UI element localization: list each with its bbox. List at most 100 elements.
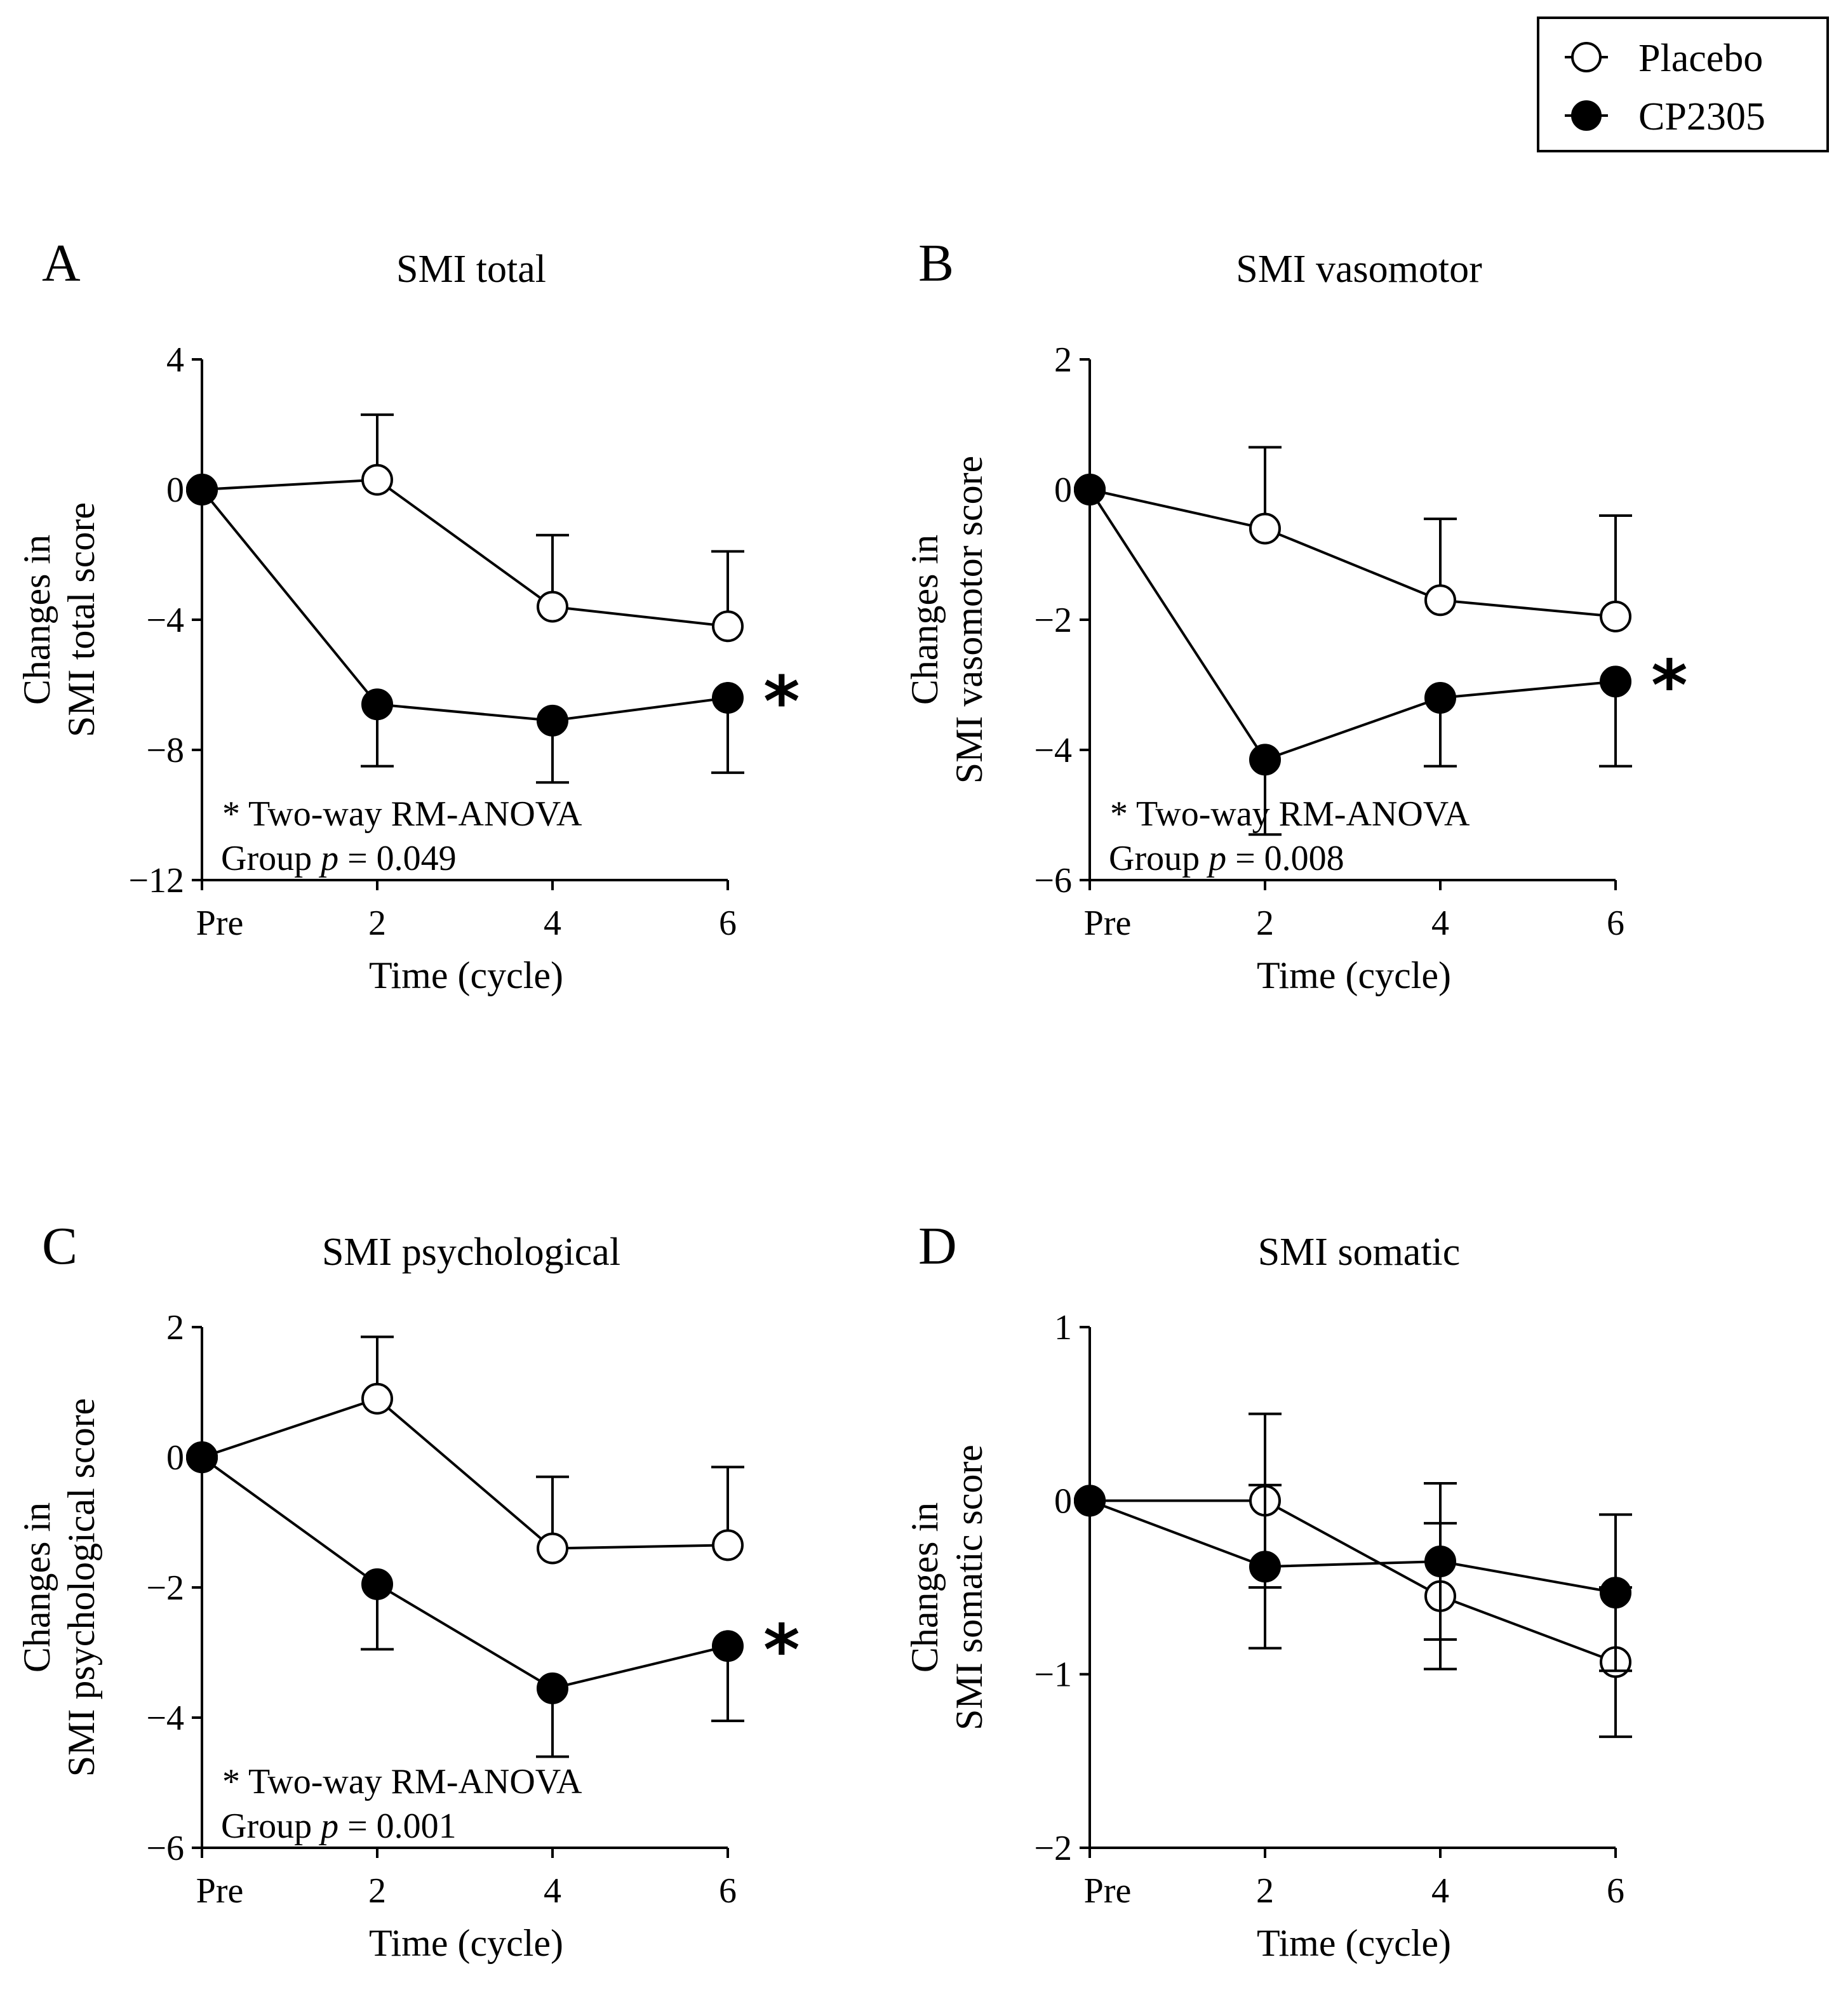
x-tick-label: 2 xyxy=(368,904,386,943)
y-axis-label-line1: Changes in xyxy=(904,535,946,705)
y-axis-label-line1: Changes in xyxy=(904,1502,946,1673)
x-tick-label: 6 xyxy=(1607,904,1624,943)
x-tick-label: Pre xyxy=(196,1871,244,1911)
data-point xyxy=(361,1382,393,1415)
p-symbol: p xyxy=(318,1807,338,1846)
chart-title: SMI somatic xyxy=(1258,1231,1461,1274)
x-tick-label: 2 xyxy=(368,1871,386,1911)
y-tick-label: 0 xyxy=(1054,1481,1072,1521)
series-line xyxy=(201,488,728,722)
data-point xyxy=(537,591,568,623)
data-point-origin xyxy=(186,1441,218,1473)
y-tick-label: 0 xyxy=(1054,471,1072,510)
y-tick-label: −4 xyxy=(1034,731,1072,770)
chart-title: SMI total xyxy=(396,248,546,291)
x-tick-label: 4 xyxy=(1431,1871,1449,1911)
x-tick-label: 4 xyxy=(544,904,561,943)
data-point xyxy=(537,1672,568,1704)
data-point xyxy=(712,1630,744,1662)
data-point-origin xyxy=(186,474,218,505)
data-point xyxy=(361,464,393,496)
y-axis-label-line1: Changes in xyxy=(16,1502,58,1673)
x-tick-label: Pre xyxy=(196,904,244,943)
group-p-value: Group p = 0.049 xyxy=(221,839,457,878)
legend-cp2305-label: CP2305 xyxy=(1638,95,1765,138)
series-cp2305 xyxy=(186,474,744,784)
significance-star: * xyxy=(763,661,800,742)
x-tick-label: 4 xyxy=(1431,904,1449,943)
data-point xyxy=(361,1568,393,1600)
series-placebo xyxy=(186,1335,744,1565)
y-tick-label: −12 xyxy=(128,861,184,900)
y-tick-label: 0 xyxy=(166,471,184,510)
x-tick-label: Pre xyxy=(1084,904,1132,943)
series-line xyxy=(1090,1499,1616,1664)
p-symbol: p xyxy=(1206,839,1226,878)
group-prefix: Group xyxy=(221,839,321,878)
panel-letter: C xyxy=(42,1217,77,1276)
y-tick-label: 1 xyxy=(1054,1308,1072,1347)
series-line xyxy=(1089,488,1616,618)
y-axis-label-line2: SMI total score xyxy=(60,502,102,737)
data-point xyxy=(1424,682,1456,714)
x-tick-label: 4 xyxy=(544,1871,561,1911)
data-point xyxy=(1424,584,1456,617)
x-tick-label: 6 xyxy=(719,904,737,943)
y-tick-label: −2 xyxy=(1034,1829,1072,1868)
group-p-value: Group p = 0.001 xyxy=(221,1807,457,1846)
data-point xyxy=(1600,600,1631,632)
panel-letter: B xyxy=(918,234,954,293)
x-axis-label: Time (cycle) xyxy=(369,1922,563,1964)
x-tick-label: 6 xyxy=(1607,1871,1624,1911)
data-point xyxy=(1600,665,1631,698)
x-axis-label: Time (cycle) xyxy=(369,954,563,996)
chart-title: SMI vasomotor xyxy=(1236,248,1482,291)
significance-star: * xyxy=(763,1609,800,1690)
x-tick-label: Pre xyxy=(1084,1871,1132,1911)
y-tick-label: −1 xyxy=(1034,1655,1072,1695)
group-p-value: Group p = 0.008 xyxy=(1109,839,1344,878)
data-point xyxy=(712,682,744,714)
anova-note: * Two-way RM-ANOVA xyxy=(222,1762,582,1801)
y-axis-label-line2: SMI vasomotor score xyxy=(948,456,990,784)
y-tick-label: −2 xyxy=(1034,601,1072,640)
p-value: = 0.049 xyxy=(338,839,457,878)
panel-letter: D xyxy=(918,1217,957,1276)
x-tick-label: 2 xyxy=(1256,1871,1274,1911)
series-line xyxy=(201,1456,728,1690)
legend-placebo-marker xyxy=(1571,42,1602,72)
data-point xyxy=(1249,744,1281,776)
anova-note: * Two-way RM-ANOVA xyxy=(222,794,582,834)
y-tick-label: −8 xyxy=(146,731,184,770)
data-point-origin xyxy=(1074,474,1106,505)
data-point-origin xyxy=(1074,1485,1106,1517)
data-point xyxy=(712,610,744,643)
y-axis-label-line2: SMI psychological score xyxy=(60,1398,102,1777)
x-tick-label: 6 xyxy=(719,1871,737,1911)
panel-c: C SMI psychological 2 0 −2 −4 −6 Pre 2 4 6 Time (cy… xyxy=(16,1217,800,1964)
data-point xyxy=(712,1529,744,1561)
panel-letter: A xyxy=(42,234,81,293)
y-tick-label: −4 xyxy=(146,1699,184,1738)
group-prefix: Group xyxy=(221,1807,321,1846)
data-point xyxy=(1249,512,1281,545)
data-point xyxy=(361,688,393,721)
data-point xyxy=(1600,1577,1631,1609)
legend-placebo-label: Placebo xyxy=(1638,37,1763,80)
y-tick-label: 0 xyxy=(166,1438,184,1478)
data-point xyxy=(537,704,568,737)
panel-d: D SMI somatic 1 0 −1 −2 Pre 2 4 6 Time (cycle) Chan… xyxy=(904,1217,1632,1964)
p-value: = 0.001 xyxy=(338,1807,457,1846)
y-tick-label: 4 xyxy=(166,340,184,380)
significance-star: * xyxy=(1651,645,1688,726)
y-tick-label: −4 xyxy=(146,601,184,640)
series-line xyxy=(1088,488,1616,761)
panel-a: A SMI total 4 0 −4 −8 −12 Pre 2 4 6 Time (cycle) Cha… xyxy=(16,234,800,996)
p-value: = 0.008 xyxy=(1226,839,1344,878)
series-line xyxy=(201,478,728,628)
data-point xyxy=(537,1532,568,1565)
series-line xyxy=(1089,1499,1616,1594)
x-axis-label: Time (cycle) xyxy=(1257,954,1451,996)
